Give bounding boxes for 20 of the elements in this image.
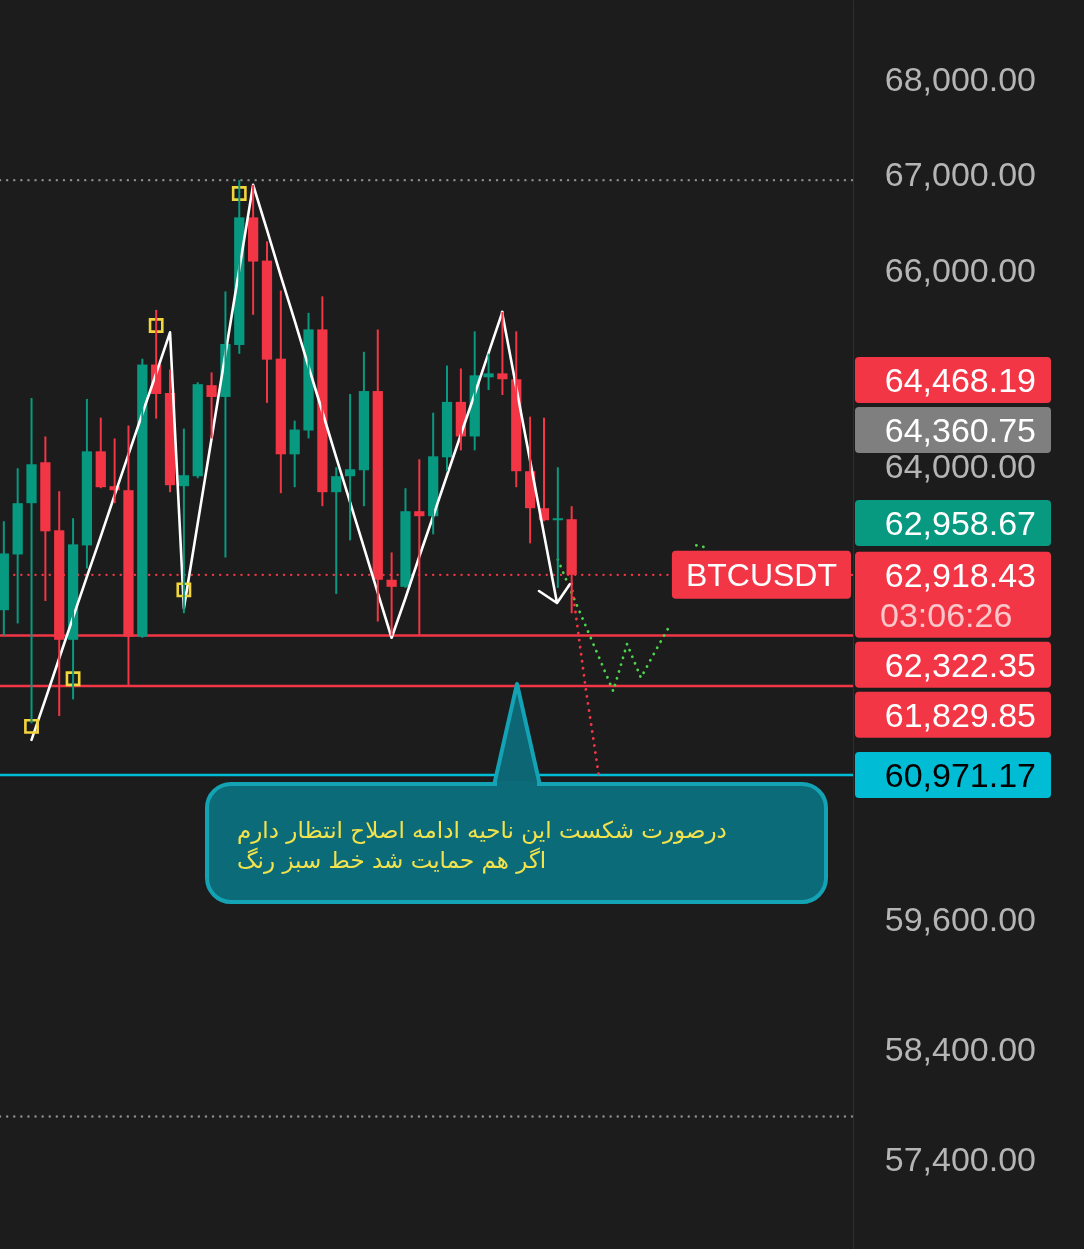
ref-line-label: 61,829.85: [884, 696, 1036, 735]
point: [231, 186, 247, 201]
ref-line-label: 60,971.17: [884, 756, 1036, 795]
annotation: اگر هم حمایت شد خط سبز رنگ: [237, 847, 547, 874]
candlestick: [483, 352, 494, 392]
text: 64,468.19: [884, 361, 1036, 400]
y-tick-label: 68,000.00: [884, 60, 1036, 99]
candlestick: [497, 310, 508, 396]
ref-line-label: 62,322.35: [884, 646, 1036, 685]
ref-line-label: 62,918.43: [884, 556, 1036, 595]
text: 62,958.67: [884, 504, 1036, 543]
y-tick-label: 66,000.00: [884, 250, 1036, 289]
text: 03:06:26: [880, 596, 1013, 635]
annotation: درصورت شکست این ناحیه ادامه اصلاح انتظار دارم: [237, 817, 727, 844]
y-tick-label: 59,600.00: [884, 900, 1036, 939]
y-tick-label: 67,000.00: [884, 154, 1036, 193]
y-tick-label: 57,400.00: [884, 1139, 1036, 1178]
text: BTCUSDT: [685, 557, 837, 594]
y-tick-label: 58,400.00: [884, 1029, 1036, 1068]
point: [24, 718, 39, 734]
